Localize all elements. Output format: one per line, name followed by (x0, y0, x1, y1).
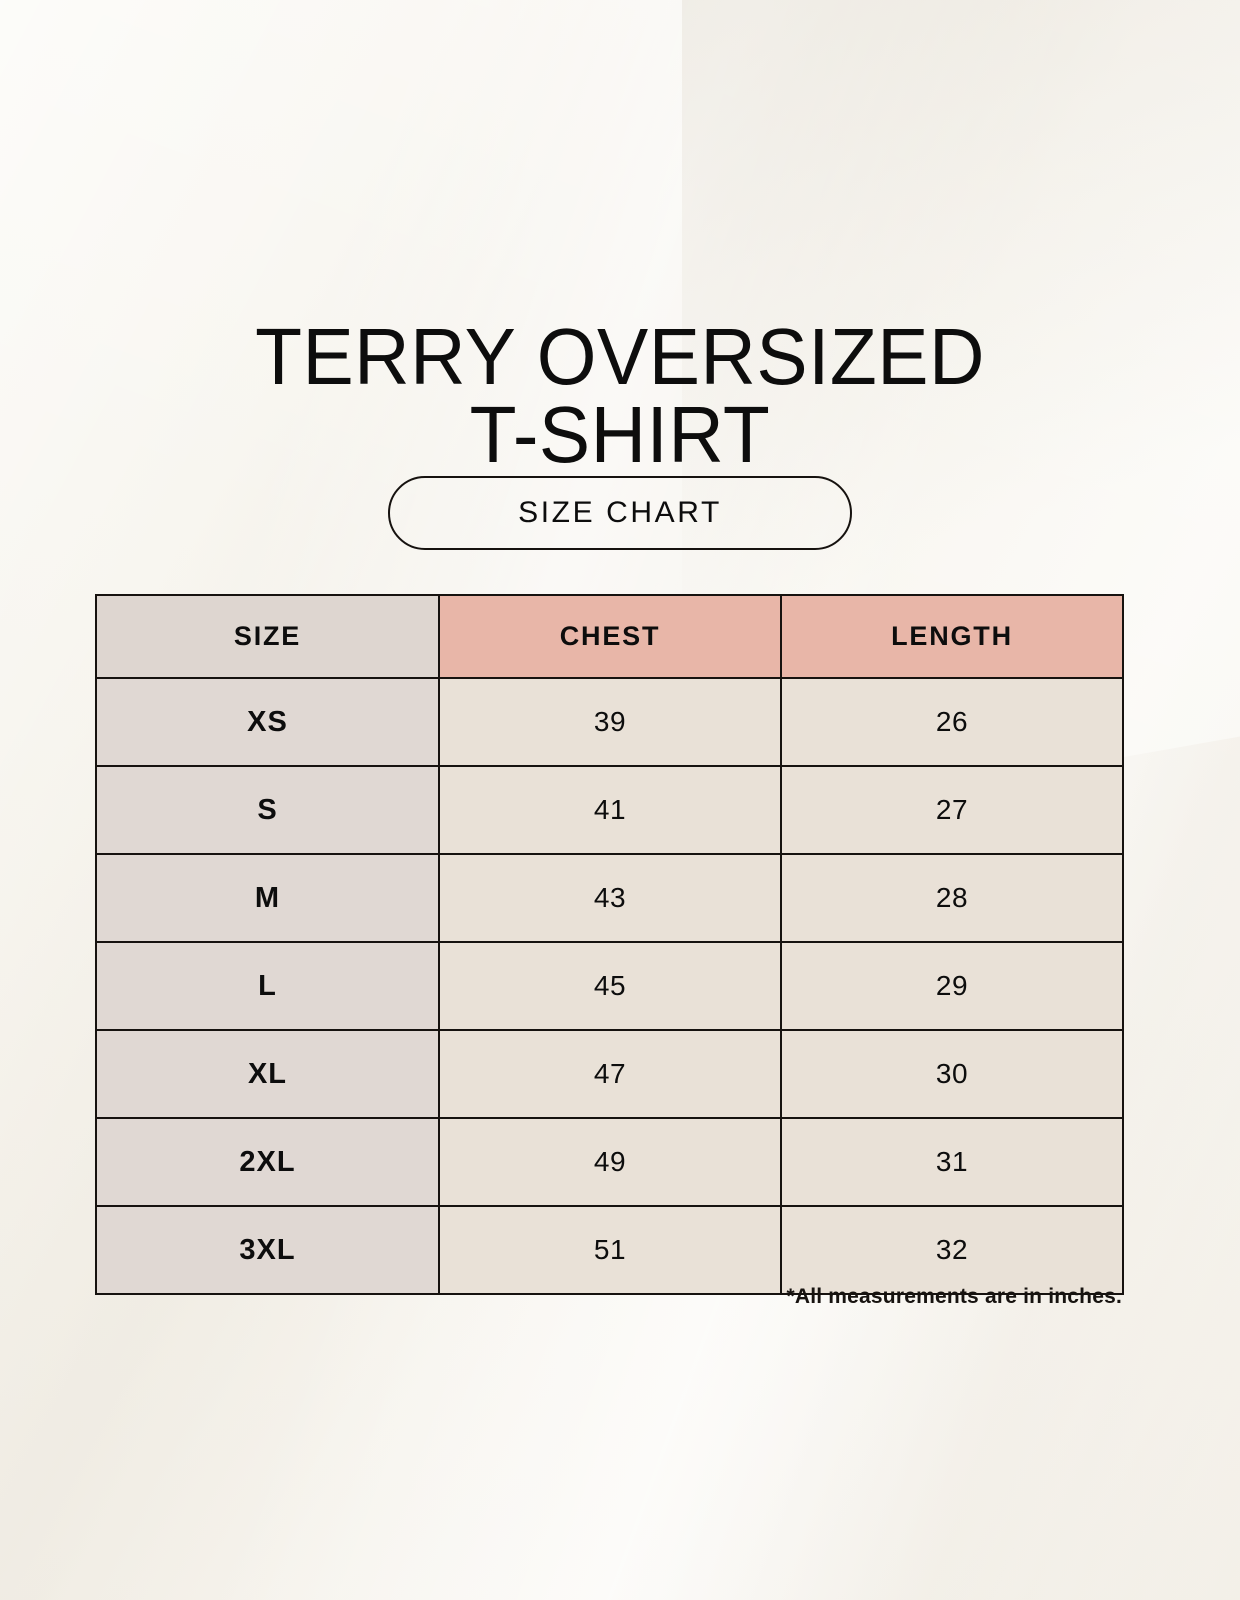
column-header-length: LENGTH (780, 594, 1124, 679)
cell-size: XS (95, 677, 440, 767)
cell-chest: 45 (438, 941, 782, 1031)
cell-size: L (95, 941, 440, 1031)
page-title-line-1: TERRY OVERSIZED (255, 311, 985, 401)
cell-length: 28 (780, 853, 1124, 943)
size-table-container: SIZE CHEST LENGTH XS 39 26 S 41 27 (95, 594, 1124, 1295)
table-row: XL 47 30 (95, 1029, 1124, 1119)
table-row: L 45 29 (95, 941, 1124, 1031)
cell-length: 29 (780, 941, 1124, 1031)
table-header-row: SIZE CHEST LENGTH (95, 594, 1124, 679)
cell-size: 3XL (95, 1205, 440, 1295)
measurement-footnote: *All measurements are in inches. (786, 1285, 1122, 1308)
column-header-size: SIZE (95, 594, 440, 679)
table-row: M 43 28 (95, 853, 1124, 943)
badge-container: SIZE CHART (0, 476, 1240, 550)
cell-chest: 41 (438, 765, 782, 855)
size-chart-badge: SIZE CHART (388, 476, 852, 550)
size-table: SIZE CHEST LENGTH XS 39 26 S 41 27 (95, 594, 1124, 1295)
size-table-body: XS 39 26 S 41 27 M 43 28 L (95, 677, 1124, 1295)
page-title: TERRY OVERSIZED T-SHIRT (25, 316, 1215, 474)
cell-length: 30 (780, 1029, 1124, 1119)
cell-size: XL (95, 1029, 440, 1119)
cell-length: 31 (780, 1117, 1124, 1207)
cell-chest: 51 (438, 1205, 782, 1295)
cell-chest: 43 (438, 853, 782, 943)
cell-chest: 39 (438, 677, 782, 767)
size-table-head: SIZE CHEST LENGTH (95, 594, 1124, 679)
page-title-line-2: T-SHIRT (469, 389, 771, 479)
cell-length: 27 (780, 765, 1124, 855)
cell-chest: 49 (438, 1117, 782, 1207)
cell-size: M (95, 853, 440, 943)
column-header-chest: CHEST (438, 594, 782, 679)
table-row: XS 39 26 (95, 677, 1124, 767)
table-row: 3XL 51 32 (95, 1205, 1124, 1295)
cell-chest: 47 (438, 1029, 782, 1119)
cell-size: S (95, 765, 440, 855)
cell-length: 26 (780, 677, 1124, 767)
table-row: 2XL 49 31 (95, 1117, 1124, 1207)
cell-size: 2XL (95, 1117, 440, 1207)
table-row: S 41 27 (95, 765, 1124, 855)
cell-length: 32 (780, 1205, 1124, 1295)
